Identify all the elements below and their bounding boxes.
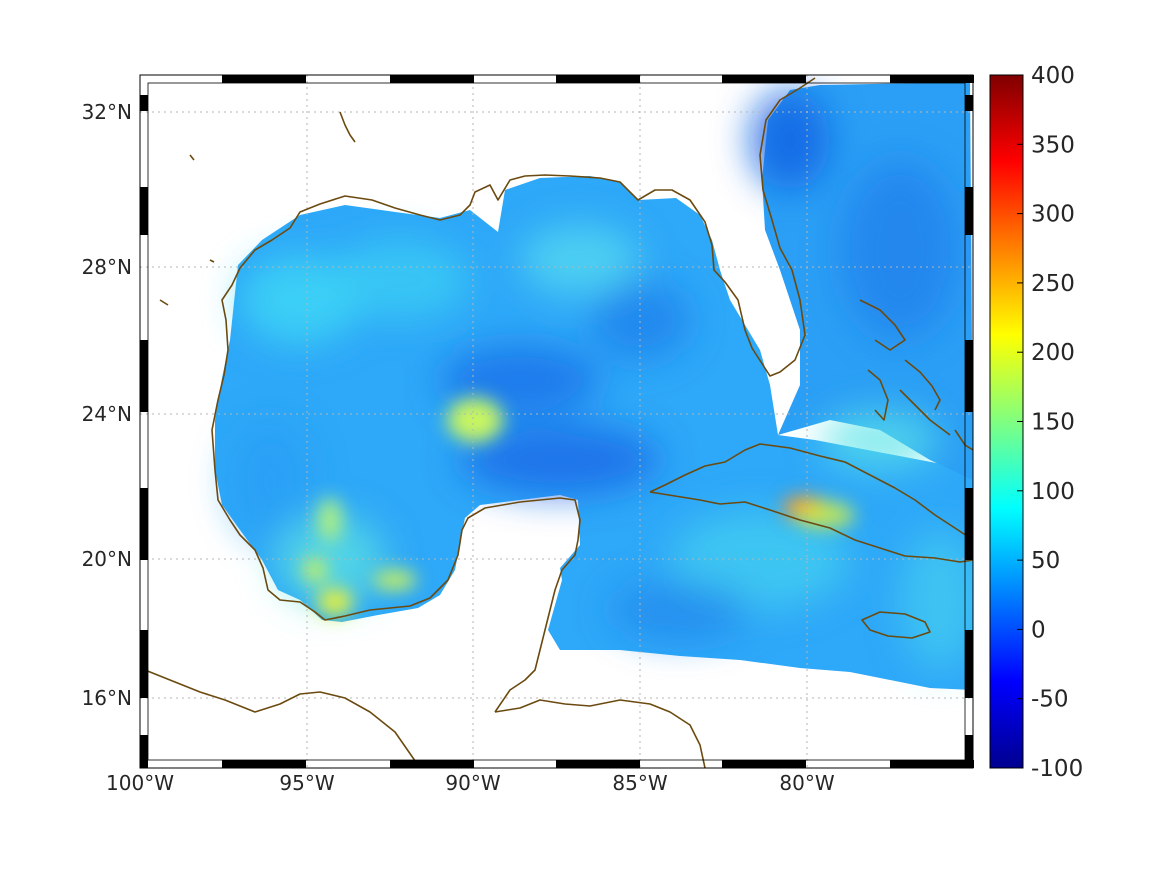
colorbar-tick-label: 150 xyxy=(1031,410,1075,436)
colorbar-tick-label: 400 xyxy=(1031,63,1075,89)
y-tick-label: 32°N xyxy=(82,100,132,124)
y-tick-label: 28°N xyxy=(82,255,132,279)
x-tick-label: 95°W xyxy=(279,771,334,795)
colorbar-tick-label: 200 xyxy=(1031,340,1075,366)
cuba-hotspot-halo xyxy=(795,501,855,529)
colorbar-tick-label: 300 xyxy=(1031,202,1075,228)
bahamas-coast xyxy=(859,299,951,436)
campeche-hotspot xyxy=(317,588,353,616)
x-tick-label: 100°W xyxy=(106,771,174,795)
pacific-coast xyxy=(140,667,421,768)
y-tick-label: 20°N xyxy=(82,547,132,571)
colorbar-tick-label: 100 xyxy=(1031,479,1075,505)
colorbar-tick-label: -100 xyxy=(1031,756,1083,782)
jamaica-coast xyxy=(861,611,931,639)
cuba-coast xyxy=(649,443,973,563)
colorbar-tick-label: -50 xyxy=(1031,687,1069,713)
map-gridlines xyxy=(140,75,973,768)
central-america-coast xyxy=(494,699,706,768)
map-area xyxy=(140,75,973,768)
colorbar-tick-label: 50 xyxy=(1031,548,1060,574)
colorbar-tick-label: 250 xyxy=(1031,271,1075,297)
colorbar-ticks: 400 350 300 250 200 150 100 50 0 -50 -100 xyxy=(1017,63,1083,782)
y-axis-labels: 16°N 20°N 24°N 28°N 32°N xyxy=(82,100,132,710)
x-tick-label: 80°W xyxy=(779,771,834,795)
colorbar-tick-label: 350 xyxy=(1031,132,1075,158)
x-tick-label: 85°W xyxy=(612,771,667,795)
colorbar: 400 350 300 250 200 150 100 50 0 -50 -100 xyxy=(989,63,1083,782)
colorbar-tick-label: 0 xyxy=(1031,617,1046,643)
y-tick-label: 24°N xyxy=(82,402,132,426)
islands-nw xyxy=(159,111,356,306)
coastlines xyxy=(140,77,973,768)
gulf-hotspot xyxy=(447,398,503,442)
mexico-coast xyxy=(214,469,581,713)
us-gulf-coast xyxy=(211,77,816,471)
x-axis-labels: 100°W 95°W 90°W 85°W 80°W xyxy=(106,771,835,795)
x-tick-label: 90°W xyxy=(445,771,500,795)
field-variability xyxy=(230,90,973,670)
y-tick-label: 16°N xyxy=(82,686,132,710)
map-frame xyxy=(139,74,974,769)
field-hotspots xyxy=(303,398,855,616)
